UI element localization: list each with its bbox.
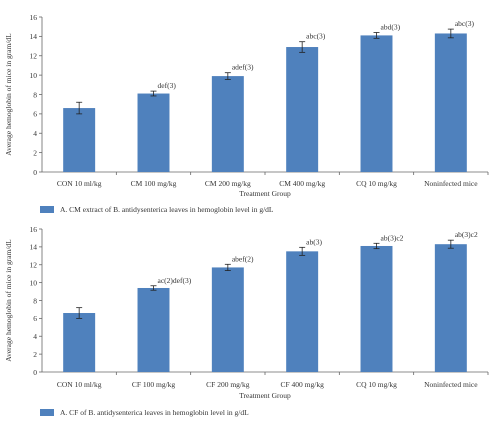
y-tick-label: 0 (33, 368, 37, 377)
chart-panel-cm: 0 2 4 6 8 10 12 14 16 Average hemoglobin of mice … (4, 13, 489, 214)
legend-swatch (40, 409, 54, 416)
x-tick-label: CM 100 mg/kg (131, 179, 177, 188)
bar (137, 93, 170, 172)
bar-annotation: abc(3) (455, 19, 475, 28)
x-tick-label: CM 200 mg/kg (205, 179, 251, 188)
x-tick-label: CON 10 ml/kg (57, 380, 102, 389)
bar-annotation: ab(3)c2 (455, 230, 478, 239)
y-tick-label: 14 (30, 32, 38, 41)
y-axis-label: Average hemoglobin of mice in gram/dL (4, 33, 13, 156)
bar-annotation: ac(2)def(3) (158, 276, 192, 285)
bar (434, 244, 467, 372)
bar-annotation: adef(3) (232, 63, 254, 72)
y-tick-label: 12 (30, 52, 38, 61)
legend-cm: A. CM extract of B. antidysenterica leav… (40, 205, 274, 214)
x-axis-label: Treatment Group (239, 391, 291, 400)
x-tick-label: CM 400 mg/kg (279, 179, 325, 188)
bar (434, 33, 467, 172)
y-tick-label: 10 (30, 278, 38, 287)
x-tick-label: CON 10 ml/kg (57, 179, 102, 188)
legend-text: A. CM extract of B. antidysenterica leav… (60, 205, 274, 214)
x-tick-label: CF 100 mg/kg (132, 380, 176, 389)
y-tick-label: 0 (33, 168, 37, 177)
x-tick-label: CF 400 mg/kg (280, 380, 324, 389)
y-tick-label: 8 (33, 90, 37, 99)
bar-annotation: def(3) (158, 81, 177, 90)
legend-text: A. CF of B. antidysenterica leaves in he… (60, 408, 249, 417)
bar-annotation: abef(2) (232, 254, 254, 263)
x-tick-label: CQ 10 mg/kg (356, 380, 397, 389)
x-tick-label: CQ 10 mg/kg (356, 179, 397, 188)
y-tick-label: 14 (30, 243, 38, 252)
bar-annotation: abc(3) (306, 32, 326, 41)
y-tick-label: 2 (33, 148, 37, 157)
bar (211, 267, 244, 372)
y-tick-label: 8 (33, 296, 37, 305)
bar (63, 108, 96, 172)
bar (63, 313, 96, 372)
y-tick-label: 16 (30, 13, 38, 22)
y-tick-label: 6 (33, 110, 37, 119)
y-tick-label: 2 (33, 350, 37, 359)
chart-cf-svg: 0 2 4 6 8 10 12 14 16 Average hemoglobin of mice … (4, 225, 489, 400)
legend-cf: A. CF of B. antidysenterica leaves in he… (40, 408, 249, 417)
bar-annotation: abd(3) (381, 23, 401, 32)
x-tick-label: Noninfected mice (424, 380, 478, 389)
bar (211, 76, 244, 172)
y-tick-label: 4 (33, 129, 37, 138)
chart-cm-svg: 0 2 4 6 8 10 12 14 16 Average hemoglobin of mice … (4, 13, 489, 198)
x-axis-label: Treatment Group (239, 189, 291, 198)
y-tick-label: 12 (30, 261, 38, 270)
bar (286, 251, 319, 372)
bar (137, 287, 170, 372)
y-tick-label: 6 (33, 314, 37, 323)
bar-annotation: ab(3) (306, 237, 322, 246)
y-axis-label: Average hemoglobin of mice in gram/dL (4, 239, 13, 362)
bar-annotation: ab(3)c2 (381, 233, 404, 242)
bar (360, 35, 393, 172)
bar (286, 47, 319, 172)
x-tick-label: Noninfected mice (424, 179, 478, 188)
y-tick-label: 4 (33, 332, 37, 341)
y-tick-label: 10 (30, 71, 38, 80)
chart-panel-cf: 0 2 4 6 8 10 12 14 16 Average hemoglobin of mice … (0, 218, 500, 436)
x-tick-label: CF 200 mg/kg (206, 380, 250, 389)
bar (360, 245, 393, 372)
y-tick-label: 16 (30, 225, 38, 234)
legend-swatch (40, 206, 54, 213)
